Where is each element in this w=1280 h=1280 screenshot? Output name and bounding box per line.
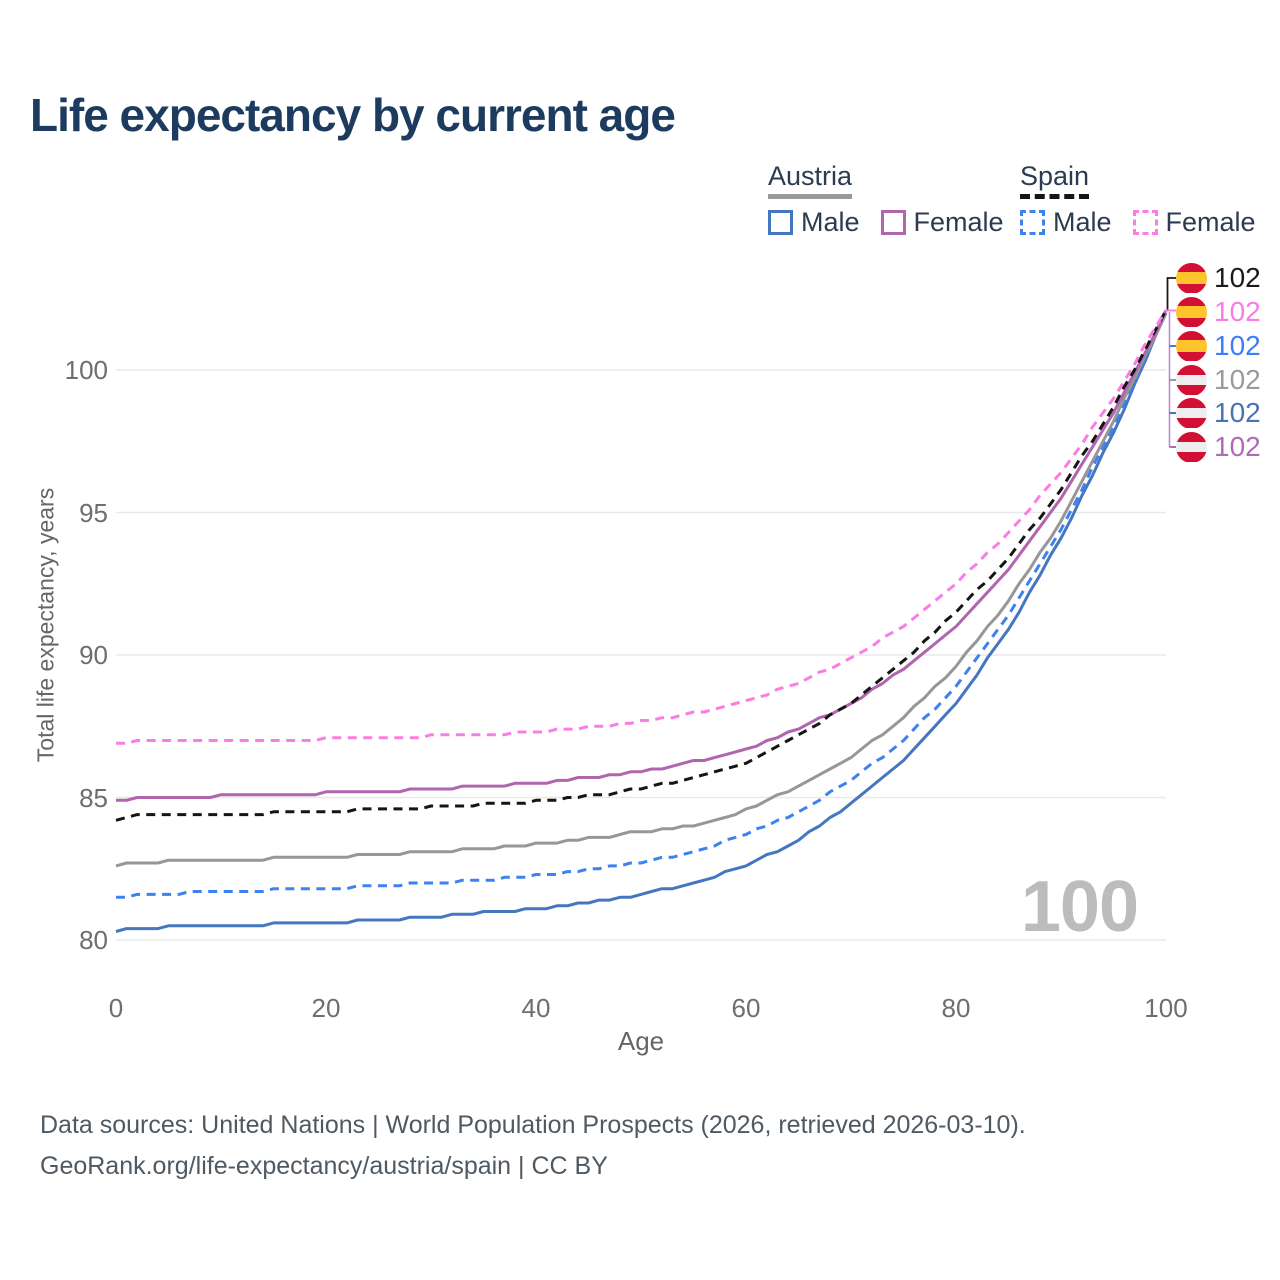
end-label-connectors bbox=[1165, 277, 1176, 448]
end-label-row: 102 bbox=[1176, 330, 1261, 362]
y-axis-title: Total life expectancy, years bbox=[32, 487, 59, 763]
spain-flag-icon bbox=[1176, 330, 1207, 362]
footer-line-1: Data sources: United Nations | World Pop… bbox=[40, 1111, 1026, 1139]
end-label-value: 102 bbox=[1214, 330, 1261, 361]
end-label-row: 102 bbox=[1176, 364, 1261, 396]
austria-female-swatch bbox=[880, 210, 906, 235]
end-label-row: 102 bbox=[1176, 296, 1261, 328]
series-lines bbox=[115, 309, 1168, 933]
series-line-spain-female[interactable] bbox=[116, 309, 1168, 745]
austria-flag-icon bbox=[1176, 364, 1207, 396]
series-line-austria-male[interactable] bbox=[115, 312, 1168, 933]
end-label-row: 102 bbox=[1176, 262, 1261, 294]
legend-item-spain-male[interactable]: Male bbox=[1020, 207, 1112, 238]
end-label-row: 102 bbox=[1176, 431, 1261, 463]
series-line-spain-both[interactable] bbox=[115, 309, 1168, 822]
legend-group-title-spain[interactable]: Spain bbox=[1020, 161, 1090, 199]
austria-male-swatch bbox=[768, 210, 793, 235]
x-axis-tick-label: 0 bbox=[108, 993, 124, 1023]
end-label-value: 102 bbox=[1214, 397, 1261, 428]
series-line-austria-female[interactable] bbox=[116, 309, 1168, 802]
end-label-value: 102 bbox=[1214, 296, 1261, 327]
spain-flag-icon bbox=[1176, 296, 1207, 328]
end-label-row: 102 bbox=[1176, 397, 1261, 429]
y-axis-tick-label: 90 bbox=[79, 640, 108, 670]
legend-group-title-austria[interactable]: Austria bbox=[768, 161, 853, 199]
series-line-austria-both[interactable] bbox=[115, 312, 1168, 868]
austria-flag-icon bbox=[1176, 397, 1207, 429]
y-axis-tick-label: 95 bbox=[79, 497, 108, 528]
x-axis-tick-label: 100 bbox=[1144, 993, 1188, 1023]
x-axis-tick-label: 40 bbox=[521, 993, 551, 1023]
footer-line-2: GeoRank.org/life-expectancy/austria/spai… bbox=[40, 1152, 608, 1180]
age-watermark: 100 bbox=[1020, 867, 1139, 947]
end-label-value: 102 bbox=[1214, 262, 1261, 293]
end-label-value: 102 bbox=[1214, 364, 1261, 395]
austria-flag-icon bbox=[1176, 431, 1207, 463]
legend-label-austria-male: Male bbox=[801, 207, 860, 237]
legend-item-spain-female[interactable]: Female bbox=[1132, 207, 1256, 238]
y-axis-tick-label: 100 bbox=[64, 355, 108, 385]
legend-label-spain-male: Male bbox=[1053, 207, 1112, 237]
x-axis-tick-label: 80 bbox=[941, 993, 971, 1023]
spain-male-swatch bbox=[1020, 210, 1045, 235]
end-label-value: 102 bbox=[1214, 431, 1261, 462]
series-line-spain-male[interactable] bbox=[116, 312, 1168, 899]
y-axis-tick-label: 85 bbox=[79, 782, 108, 813]
legend-item-austria-female[interactable]: Female bbox=[880, 207, 1004, 238]
x-axis-tick-label: 60 bbox=[731, 993, 761, 1023]
legend-group-spain: Spain Male Female bbox=[1020, 161, 1256, 238]
gridlines bbox=[116, 369, 1166, 941]
legend-label-austria-female: Female bbox=[913, 207, 1004, 237]
page-title: Life expectancy by current age bbox=[30, 89, 676, 141]
footer: Data sources: United Nations | World Pop… bbox=[40, 1105, 1026, 1187]
x-axis-title: Age bbox=[617, 1026, 665, 1056]
legend-group-austria: Austria Male Female bbox=[768, 161, 1004, 238]
spain-flag-icon bbox=[1176, 262, 1207, 294]
x-axis-tick-label: 20 bbox=[311, 993, 341, 1023]
y-axis-tick-label: 80 bbox=[79, 925, 108, 955]
legend-item-austria-male[interactable]: Male bbox=[768, 207, 860, 238]
legend-label-spain-female: Female bbox=[1165, 207, 1256, 237]
spain-female-swatch bbox=[1132, 210, 1158, 235]
